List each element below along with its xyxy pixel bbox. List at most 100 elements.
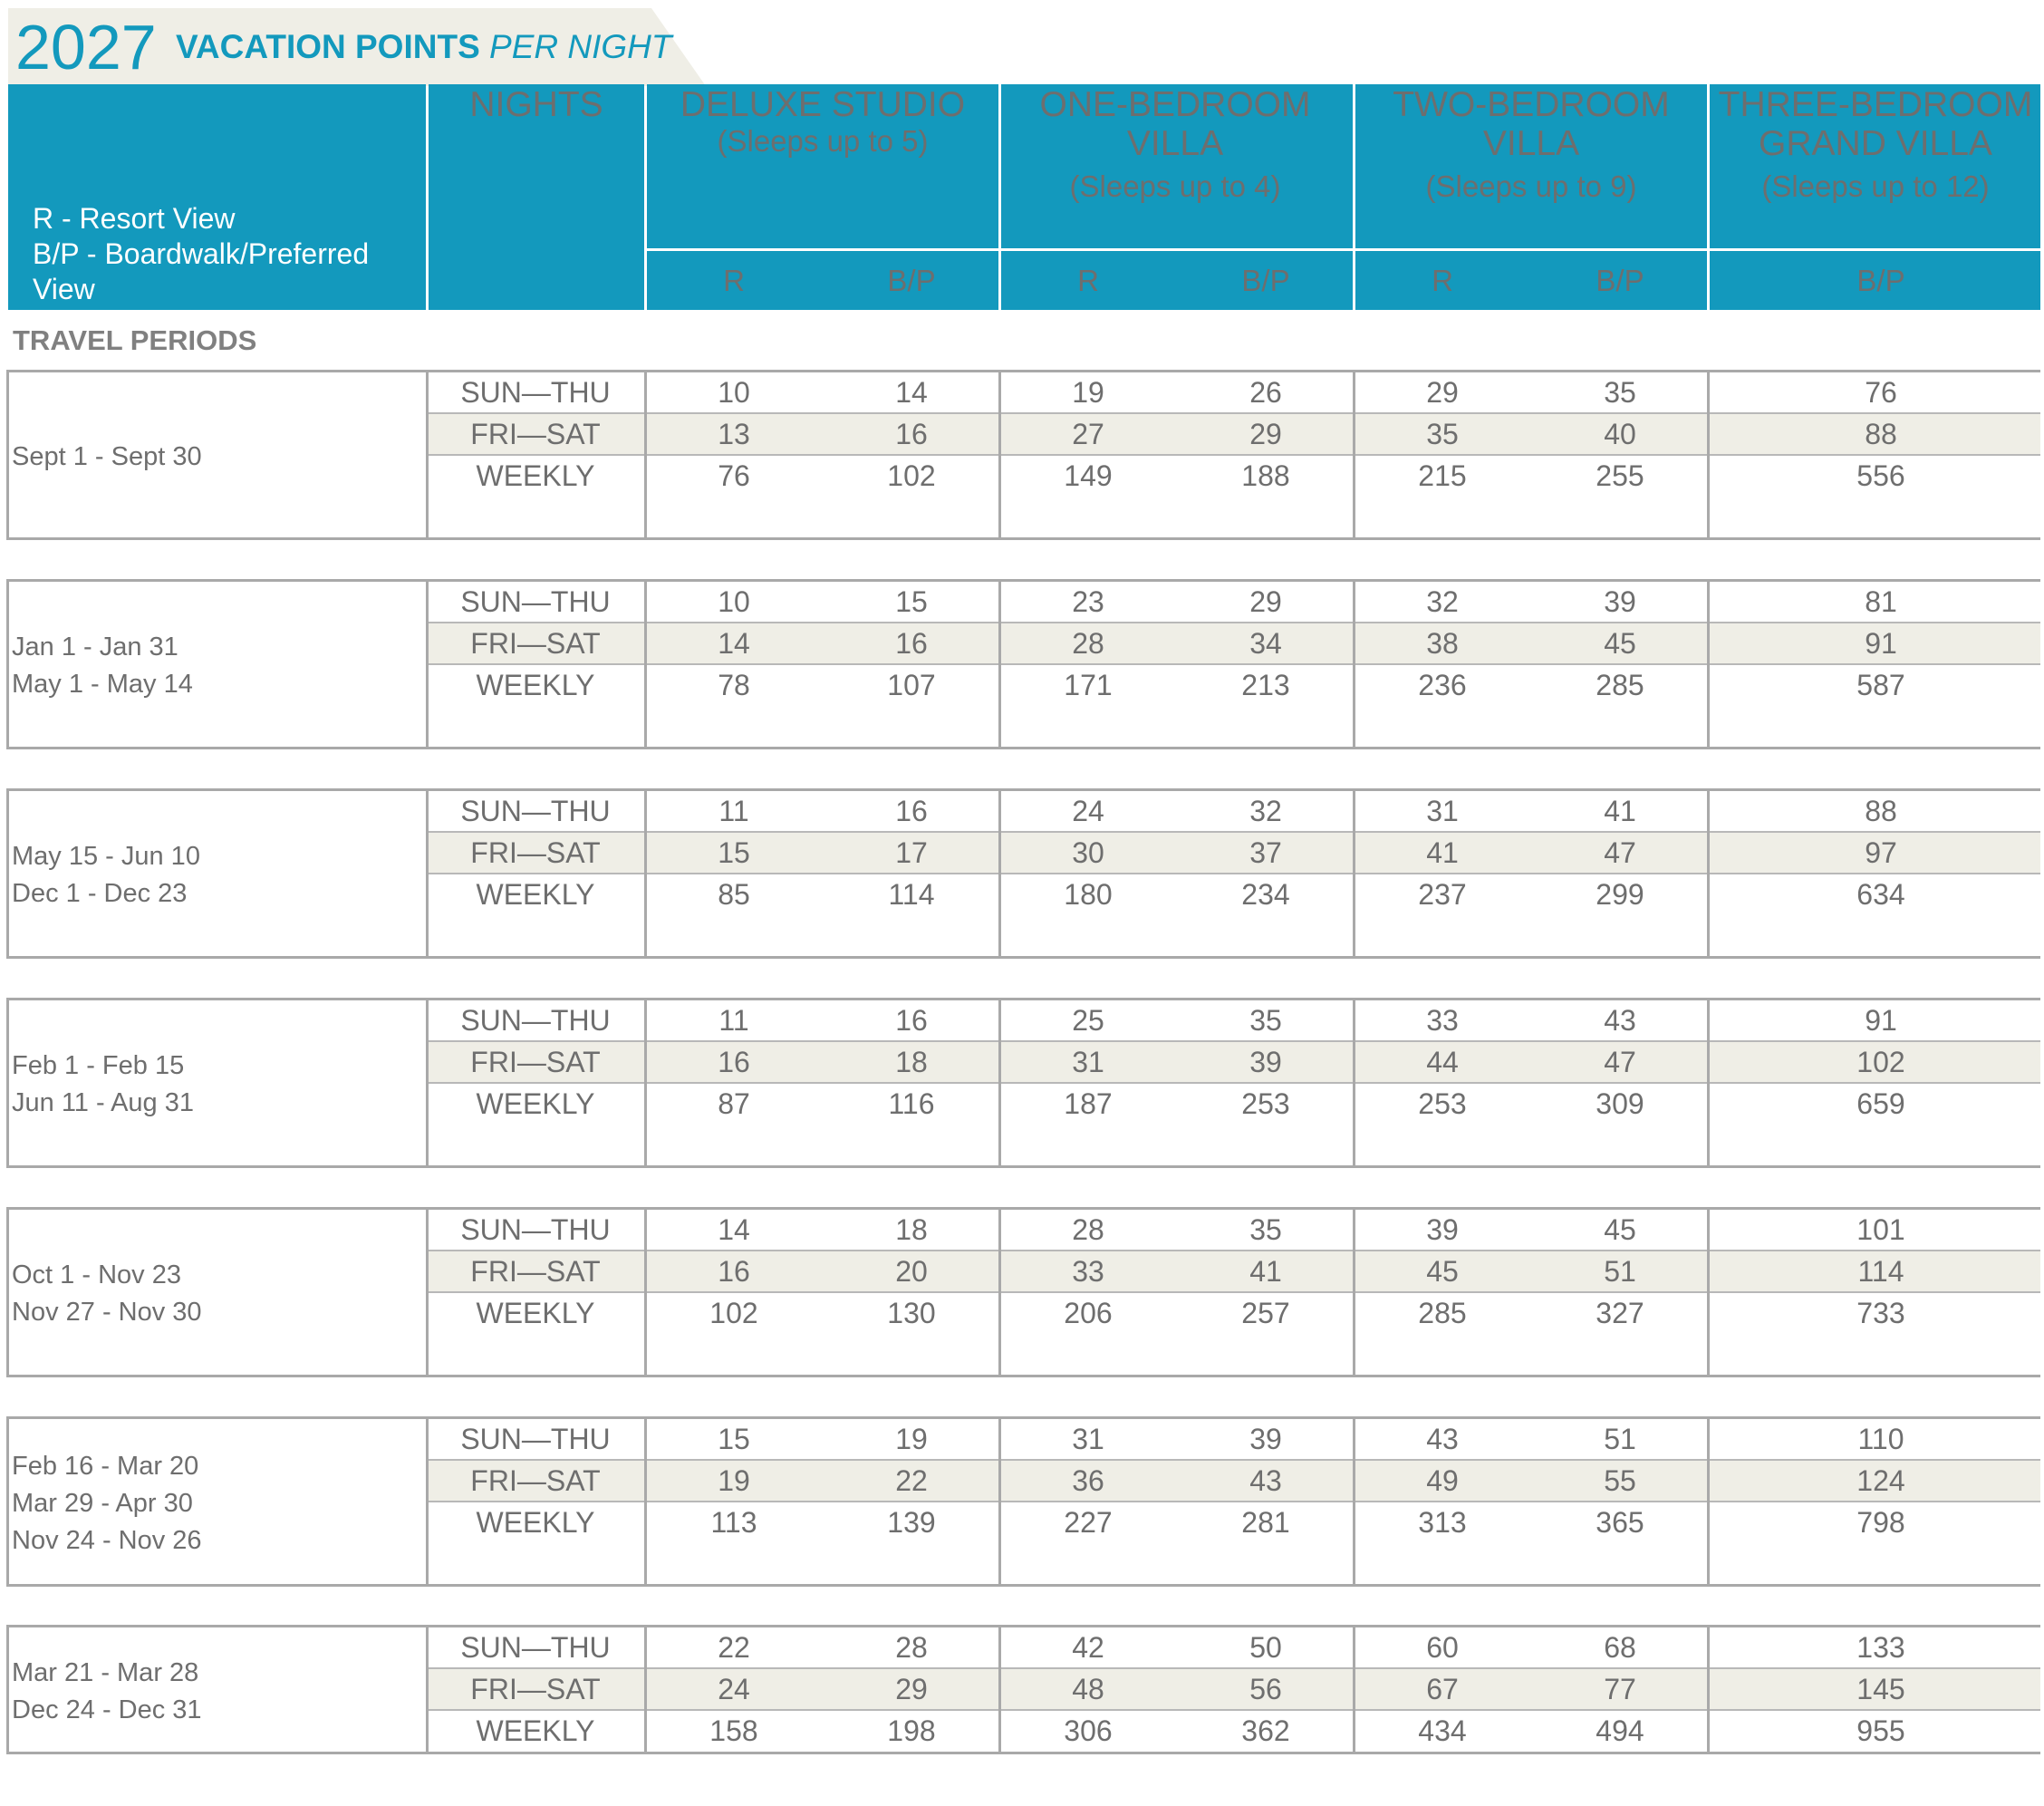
points-value: 285 bbox=[1596, 669, 1644, 701]
room-type-title: GRAND VILLA bbox=[1759, 124, 1992, 163]
points-value: 15 bbox=[718, 1423, 750, 1455]
points-value: 257 bbox=[1241, 1297, 1290, 1329]
points-value: 556 bbox=[1856, 459, 1905, 492]
points-value: 113 bbox=[710, 1506, 757, 1539]
block-bottom-border bbox=[6, 1752, 2040, 1754]
travel-period-dates: Feb 16 - Mar 20 Mar 29 - Apr 30 Nov 24 - N… bbox=[12, 1448, 202, 1560]
points-value: 85 bbox=[718, 878, 750, 911]
row-separator bbox=[426, 873, 2040, 874]
points-value: 45 bbox=[1604, 1213, 1636, 1246]
column-divider bbox=[998, 998, 1001, 1168]
room-type-title: DELUXE STUDIO bbox=[680, 85, 966, 124]
points-value: 48 bbox=[1072, 1673, 1104, 1705]
points-value: 78 bbox=[718, 669, 750, 701]
period-block: Feb 1 - Feb 15 Jun 11 - Aug 31 SUN—THU 11 16… bbox=[0, 998, 2044, 1168]
points-value: 51 bbox=[1604, 1423, 1636, 1455]
period-date-range: May 15 - Jun 10 bbox=[12, 842, 200, 871]
nights-header: NIGHTS bbox=[469, 85, 603, 124]
column-divider bbox=[644, 788, 647, 959]
points-value: 67 bbox=[1426, 1673, 1459, 1705]
period-block: Sept 1 - Sept 30 SUN—THU 10 14 19 26 29 35 76 FRI… bbox=[0, 370, 2044, 540]
column-divider bbox=[1353, 579, 1355, 749]
points-value: 28 bbox=[895, 1631, 928, 1664]
points-value: 43 bbox=[1604, 1004, 1636, 1037]
points-value: 116 bbox=[888, 1087, 935, 1120]
points-value: 77 bbox=[1604, 1673, 1636, 1705]
points-value: 42 bbox=[1072, 1631, 1104, 1664]
points-value: 107 bbox=[887, 669, 936, 701]
period-date-range: Feb 16 - Mar 20 bbox=[12, 1452, 199, 1481]
night-label: FRI—SAT bbox=[470, 1673, 601, 1705]
period-date-range: Mar 21 - Mar 28 bbox=[12, 1658, 199, 1687]
block-top-border bbox=[6, 579, 2040, 582]
night-label: FRI—SAT bbox=[470, 836, 601, 869]
points-value: 19 bbox=[1072, 376, 1104, 409]
row-separator bbox=[426, 1291, 2040, 1293]
column-divider bbox=[644, 1625, 647, 1754]
row-separator bbox=[426, 1082, 2040, 1084]
points-value: 102 bbox=[709, 1297, 758, 1329]
points-value: 22 bbox=[895, 1464, 928, 1497]
points-value: 10 bbox=[718, 585, 750, 618]
legend-line: R - Resort View bbox=[33, 202, 236, 235]
points-value: 43 bbox=[1249, 1464, 1282, 1497]
points-value: 634 bbox=[1856, 878, 1905, 911]
points-value: 41 bbox=[1604, 795, 1636, 827]
points-value: 102 bbox=[887, 459, 936, 492]
travel-period-dates: May 15 - Jun 10 Dec 1 - Dec 23 bbox=[12, 838, 200, 913]
header-view-row bbox=[1355, 251, 1707, 310]
block-bottom-border bbox=[6, 1375, 2040, 1377]
period-date-range: Oct 1 - Nov 23 bbox=[12, 1260, 181, 1289]
view-code: R bbox=[1077, 264, 1099, 297]
points-value: 76 bbox=[1865, 376, 1897, 409]
block-left-border bbox=[6, 1416, 9, 1587]
block-top-border bbox=[6, 1207, 2040, 1210]
points-value: 41 bbox=[1426, 836, 1459, 869]
points-value: 101 bbox=[1856, 1213, 1905, 1246]
night-label: FRI—SAT bbox=[470, 1046, 601, 1078]
column-divider bbox=[1353, 1416, 1355, 1587]
points-value: 171 bbox=[1064, 669, 1113, 701]
view-code: B/P bbox=[1241, 264, 1290, 297]
period-date-range: May 1 - May 14 bbox=[12, 670, 193, 699]
points-value: 236 bbox=[1418, 669, 1467, 701]
block-top-border bbox=[6, 370, 2040, 372]
points-value: 91 bbox=[1865, 627, 1897, 660]
block-left-border bbox=[6, 1207, 9, 1377]
view-code: B/P bbox=[1856, 264, 1905, 297]
header-legend-cell bbox=[8, 84, 426, 310]
points-value: 35 bbox=[1249, 1004, 1282, 1037]
row-separator bbox=[426, 1709, 2040, 1711]
points-value: 76 bbox=[718, 459, 750, 492]
period-block: Oct 1 - Nov 23 Nov 27 - Nov 30 SUN—THU 14 18… bbox=[0, 1207, 2044, 1377]
points-value: 198 bbox=[887, 1714, 936, 1747]
column-divider bbox=[998, 1207, 1001, 1377]
column-divider bbox=[1707, 370, 1710, 540]
header-view-row bbox=[1710, 251, 2040, 310]
points-value: 60 bbox=[1426, 1631, 1459, 1664]
points-value: 130 bbox=[887, 1297, 936, 1329]
column-divider bbox=[644, 1416, 647, 1587]
column-divider bbox=[998, 788, 1001, 959]
column-divider bbox=[1707, 579, 1710, 749]
points-value: 68 bbox=[1604, 1631, 1636, 1664]
header-view-row bbox=[647, 251, 998, 310]
title-text: VACATION POINTS PER NIGHT bbox=[176, 27, 672, 67]
points-value: 16 bbox=[895, 627, 928, 660]
block-left-border bbox=[6, 788, 9, 959]
night-label: FRI—SAT bbox=[470, 418, 601, 450]
points-value: 34 bbox=[1249, 627, 1282, 660]
title-strong: VACATION POINTS bbox=[176, 28, 480, 65]
period-block: May 15 - Jun 10 Dec 1 - Dec 23 SUN—THU 11 16… bbox=[0, 788, 2044, 959]
column-divider bbox=[1707, 1207, 1710, 1377]
points-value: 955 bbox=[1856, 1714, 1905, 1747]
column-divider bbox=[644, 1207, 647, 1377]
points-value: 285 bbox=[1418, 1297, 1467, 1329]
points-value: 33 bbox=[1426, 1004, 1459, 1037]
points-value: 45 bbox=[1604, 627, 1636, 660]
points-value: 81 bbox=[1865, 585, 1897, 618]
period-date-range: Jun 11 - Aug 31 bbox=[12, 1088, 195, 1117]
view-code: R bbox=[1432, 264, 1453, 297]
column-divider bbox=[426, 370, 429, 540]
points-value: 313 bbox=[1418, 1506, 1467, 1539]
